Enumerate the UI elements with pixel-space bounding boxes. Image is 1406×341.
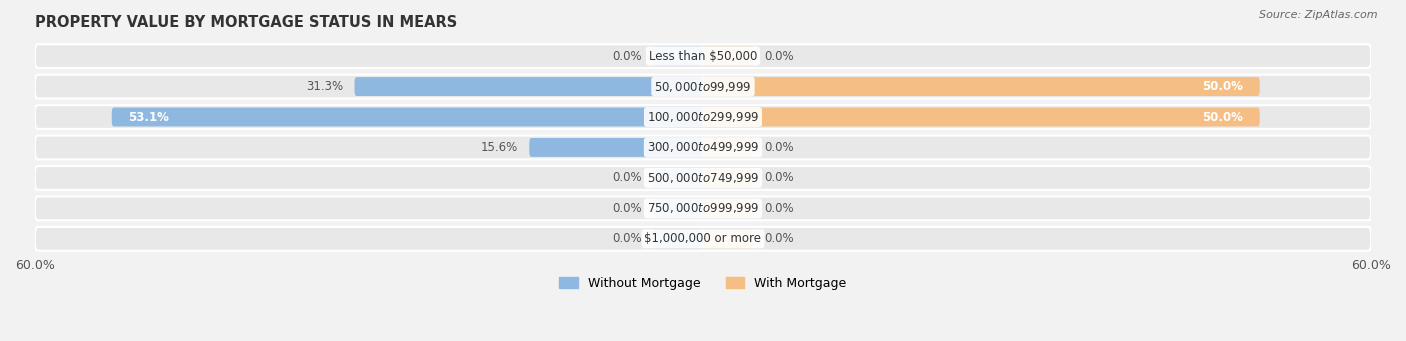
Text: Source: ZipAtlas.com: Source: ZipAtlas.com	[1260, 10, 1378, 20]
FancyBboxPatch shape	[703, 47, 754, 65]
Text: $1,000,000 or more: $1,000,000 or more	[644, 232, 762, 245]
Text: Less than $50,000: Less than $50,000	[648, 49, 758, 63]
Text: 53.1%: 53.1%	[128, 110, 169, 123]
Text: 0.0%: 0.0%	[612, 232, 641, 245]
Text: 0.0%: 0.0%	[612, 172, 641, 184]
Text: 0.0%: 0.0%	[765, 172, 794, 184]
FancyBboxPatch shape	[703, 107, 1260, 127]
FancyBboxPatch shape	[35, 166, 1371, 190]
FancyBboxPatch shape	[111, 107, 703, 127]
FancyBboxPatch shape	[703, 229, 754, 248]
FancyBboxPatch shape	[35, 44, 1371, 68]
FancyBboxPatch shape	[354, 77, 703, 96]
FancyBboxPatch shape	[35, 136, 1371, 159]
FancyBboxPatch shape	[652, 199, 703, 218]
FancyBboxPatch shape	[35, 227, 1371, 251]
Text: $50,000 to $99,999: $50,000 to $99,999	[654, 79, 752, 93]
FancyBboxPatch shape	[703, 138, 754, 157]
Text: 31.3%: 31.3%	[307, 80, 343, 93]
Text: 0.0%: 0.0%	[612, 202, 641, 215]
Text: 0.0%: 0.0%	[765, 141, 794, 154]
Text: 50.0%: 50.0%	[1202, 110, 1243, 123]
Text: $100,000 to $299,999: $100,000 to $299,999	[647, 110, 759, 124]
Legend: Without Mortgage, With Mortgage: Without Mortgage, With Mortgage	[554, 272, 852, 295]
Text: $750,000 to $999,999: $750,000 to $999,999	[647, 201, 759, 216]
Text: 0.0%: 0.0%	[612, 49, 641, 63]
FancyBboxPatch shape	[652, 229, 703, 248]
Text: $300,000 to $499,999: $300,000 to $499,999	[647, 140, 759, 154]
Text: PROPERTY VALUE BY MORTGAGE STATUS IN MEARS: PROPERTY VALUE BY MORTGAGE STATUS IN MEA…	[35, 15, 457, 30]
FancyBboxPatch shape	[35, 75, 1371, 99]
FancyBboxPatch shape	[35, 196, 1371, 220]
FancyBboxPatch shape	[703, 168, 754, 187]
Text: 15.6%: 15.6%	[481, 141, 519, 154]
FancyBboxPatch shape	[703, 77, 1260, 96]
FancyBboxPatch shape	[652, 168, 703, 187]
Text: $500,000 to $749,999: $500,000 to $749,999	[647, 171, 759, 185]
FancyBboxPatch shape	[35, 105, 1371, 129]
Text: 50.0%: 50.0%	[1202, 80, 1243, 93]
FancyBboxPatch shape	[529, 138, 703, 157]
Text: 0.0%: 0.0%	[765, 202, 794, 215]
Text: 0.0%: 0.0%	[765, 232, 794, 245]
Text: 0.0%: 0.0%	[765, 49, 794, 63]
FancyBboxPatch shape	[652, 47, 703, 65]
FancyBboxPatch shape	[703, 199, 754, 218]
